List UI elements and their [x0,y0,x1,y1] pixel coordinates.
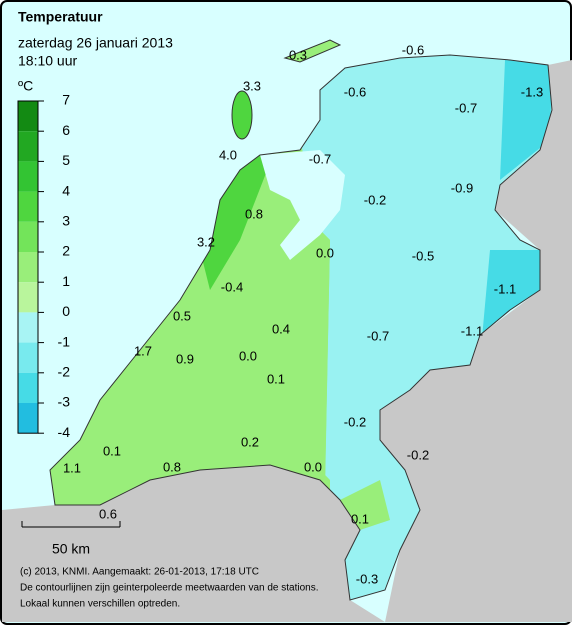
station-reading: 1.1 [63,460,81,475]
legend: 7 6 5 4 3 2 1 0 -1 -2 -3 -4 [17,92,71,440]
station-reading: 4.0 [219,147,237,162]
station-reading: 0.1 [267,371,285,386]
legend-label: -1 [58,333,71,349]
legend-band [18,191,38,222]
station-reading: -0.7 [367,328,389,343]
station-reading: 0.6 [99,506,117,521]
texel [231,90,253,140]
legend-band [18,131,38,162]
station-reading: 0.0 [304,459,322,474]
station-reading: 3.2 [197,234,215,249]
station-reading: -1.3 [521,84,543,99]
island [283,39,342,63]
belgium [2,465,385,622]
station-reading: 0.1 [103,443,121,458]
station-reading: 0.0 [316,245,334,260]
legend-label: 0 [62,303,70,319]
legend-band [18,403,38,434]
station-reading: -0.7 [455,100,477,115]
border [49,54,553,601]
legend-label: -3 [58,394,71,410]
station-reading: -0.5 [412,248,434,263]
legend-band [18,342,38,373]
legend-band [18,282,38,313]
station-reading: -0.7 [309,151,331,166]
station-reading: -0.3 [356,571,378,586]
station-reading: -1.1 [494,281,516,296]
station-reading: 3.3 [243,78,261,93]
station-reading: 1.7 [134,343,152,358]
legend-label: 5 [62,152,70,168]
station-reading: 0.4 [272,321,290,336]
legend-band [18,221,38,252]
germany [380,60,572,622]
legend-band [18,252,38,283]
footer: (c) 2013, KNMI. Aangemaakt: 26-01-2013, … [20,567,259,578]
station-reading: -0.2 [364,192,386,207]
footer: Lokaal kunnen verschillen optreden. [20,599,180,610]
legend-band [18,161,38,192]
legend-label: -2 [58,364,71,380]
station-reading: -0.6 [344,84,366,99]
footer: De contourlijnen zijn geinterpoleerde me… [20,583,319,594]
legend-frame [17,100,39,434]
legend-label: 6 [62,122,70,138]
legend-band [18,372,38,403]
legend-label: 4 [62,182,70,198]
station-reading: -0.2 [344,414,366,429]
station-reading: 0.9 [176,351,194,366]
date: zaterdag 26 januari 2013 [18,35,173,51]
legend-band [18,101,38,132]
legend-band [18,312,38,343]
station-reading: 0.5 [173,308,191,323]
station-reading: -0.6 [402,42,424,57]
legend-label: 7 [62,92,70,108]
legend-label: 2 [62,243,70,259]
scale-label: 50 km [52,541,90,557]
station-reading: -0.4 [221,279,243,294]
readings: 0.3 -0.6 3.3 -0.6 -1.3 -0.7 4.0 -0.7 -0.9 -0.2 0.8… [63,42,543,586]
station-reading: -0.9 [451,180,473,195]
station-reading: -0.2 [407,447,429,462]
station-reading: 0.8 [245,206,263,221]
legend-label: -4 [58,424,71,440]
unit: ºC [18,78,33,94]
station-reading: 0.2 [241,434,259,449]
legend-label: 1 [62,273,70,289]
station-reading: 0.3 [289,47,307,62]
time: 18:10 uur [18,53,77,69]
station-reading: 0.0 [239,348,257,363]
legend-label: 3 [62,213,70,229]
title: Temperatuur [18,9,103,25]
station-reading: 0.1 [351,511,369,526]
station-reading: -1.1 [461,323,483,338]
station-reading: 0.8 [163,459,181,474]
